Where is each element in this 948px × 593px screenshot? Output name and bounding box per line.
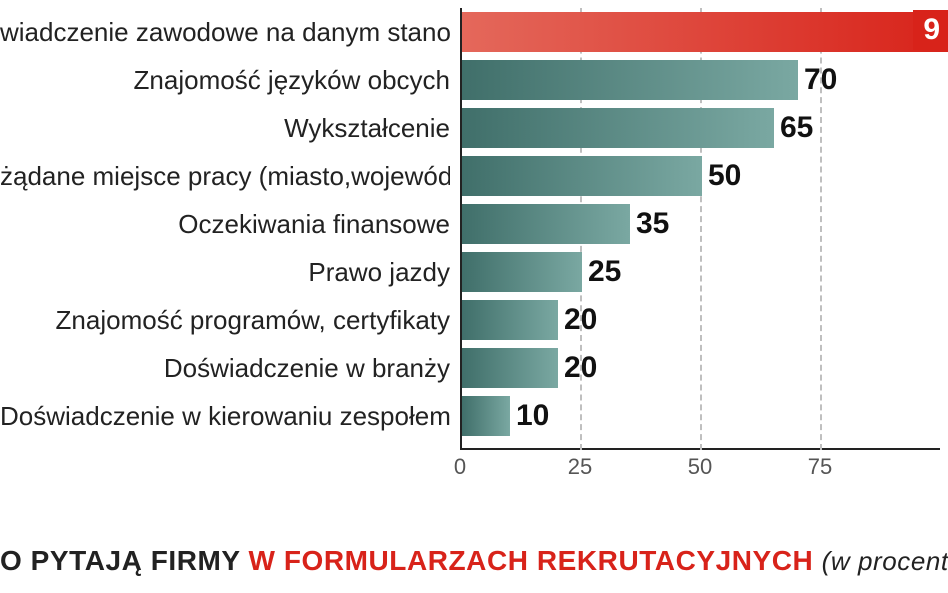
bar-slot: 25 bbox=[462, 252, 582, 292]
bar-slot: 10 bbox=[462, 396, 510, 436]
bar-value: 20 bbox=[558, 300, 597, 340]
bar: 25 bbox=[462, 252, 582, 292]
chart-row: Prawo jazdy 25 bbox=[0, 248, 948, 296]
bar-slot: 50 bbox=[462, 156, 702, 196]
chart-row: żądane miejsce pracy (miasto,województwo… bbox=[0, 152, 948, 200]
bar bbox=[462, 12, 948, 52]
caption-part-1: O PYTAJĄ FIRMY bbox=[0, 545, 249, 576]
bar-label: Znajomość języków obcych bbox=[0, 56, 450, 104]
bar-label: Wykształcenie bbox=[0, 104, 450, 152]
bar-slot: 20 bbox=[462, 300, 558, 340]
bar-slot: 20 bbox=[462, 348, 558, 388]
bar-label: Znajomość programów, certyfikaty bbox=[0, 296, 450, 344]
bar-label: Doświadczenie w branży bbox=[0, 344, 450, 392]
x-tick-label: 75 bbox=[808, 454, 832, 480]
x-tick-label: 0 bbox=[454, 454, 466, 480]
bar-label: Oczekiwania finansowe bbox=[0, 200, 450, 248]
bar-label: Prawo jazdy bbox=[0, 248, 450, 296]
chart-area: 0 25 50 75 wiadczenie zawodowe na danym sta… bbox=[0, 8, 948, 518]
bar-value: 65 bbox=[774, 108, 813, 148]
bar: 20 bbox=[462, 348, 558, 388]
chart-caption: O PYTAJĄ FIRMY W FORMULARZACH REKRUTACYJ… bbox=[0, 545, 948, 577]
bar: 65 bbox=[462, 108, 774, 148]
bar: 35 bbox=[462, 204, 630, 244]
chart-row: Doświadczenie w kierowaniu zespołem 10 bbox=[0, 392, 948, 440]
chart-row: Znajomość programów, certyfikaty 20 bbox=[0, 296, 948, 344]
bar-label: wiadczenie zawodowe na danym stanowisku bbox=[0, 8, 450, 56]
chart-row: Oczekiwania finansowe 35 bbox=[0, 200, 948, 248]
bar-slot: 65 bbox=[462, 108, 774, 148]
caption-part-2: W FORMULARZACH REKRUTACYJNYCH bbox=[249, 545, 822, 576]
bar-slot: 35 bbox=[462, 204, 630, 244]
chart-row: wiadczenie zawodowe na danym stanowisku bbox=[0, 8, 948, 56]
bar: 50 bbox=[462, 156, 702, 196]
bar-slot: 70 bbox=[462, 60, 798, 100]
bar-value: 20 bbox=[558, 348, 597, 388]
bar-label: żądane miejsce pracy (miasto,województwo… bbox=[0, 152, 450, 200]
chart-row: Doświadczenie w branży 20 bbox=[0, 344, 948, 392]
chart-row: Znajomość języków obcych 70 bbox=[0, 56, 948, 104]
bar-slot bbox=[462, 12, 948, 52]
bar: 10 bbox=[462, 396, 510, 436]
bar-value-badge: 9 bbox=[913, 10, 948, 50]
chart-row: Wykształcenie 65 bbox=[0, 104, 948, 152]
x-tick-label: 25 bbox=[568, 454, 592, 480]
bar-value: 10 bbox=[510, 396, 549, 436]
bar-value: 50 bbox=[702, 156, 741, 196]
bar: 70 bbox=[462, 60, 798, 100]
bar: 20 bbox=[462, 300, 558, 340]
bar-value: 70 bbox=[798, 60, 837, 100]
bar-value: 25 bbox=[582, 252, 621, 292]
x-tick-label: 50 bbox=[688, 454, 712, 480]
bar-value: 35 bbox=[630, 204, 669, 244]
bar-label: Doświadczenie w kierowaniu zespołem bbox=[0, 392, 450, 440]
caption-part-3: (w procenta bbox=[822, 546, 948, 576]
